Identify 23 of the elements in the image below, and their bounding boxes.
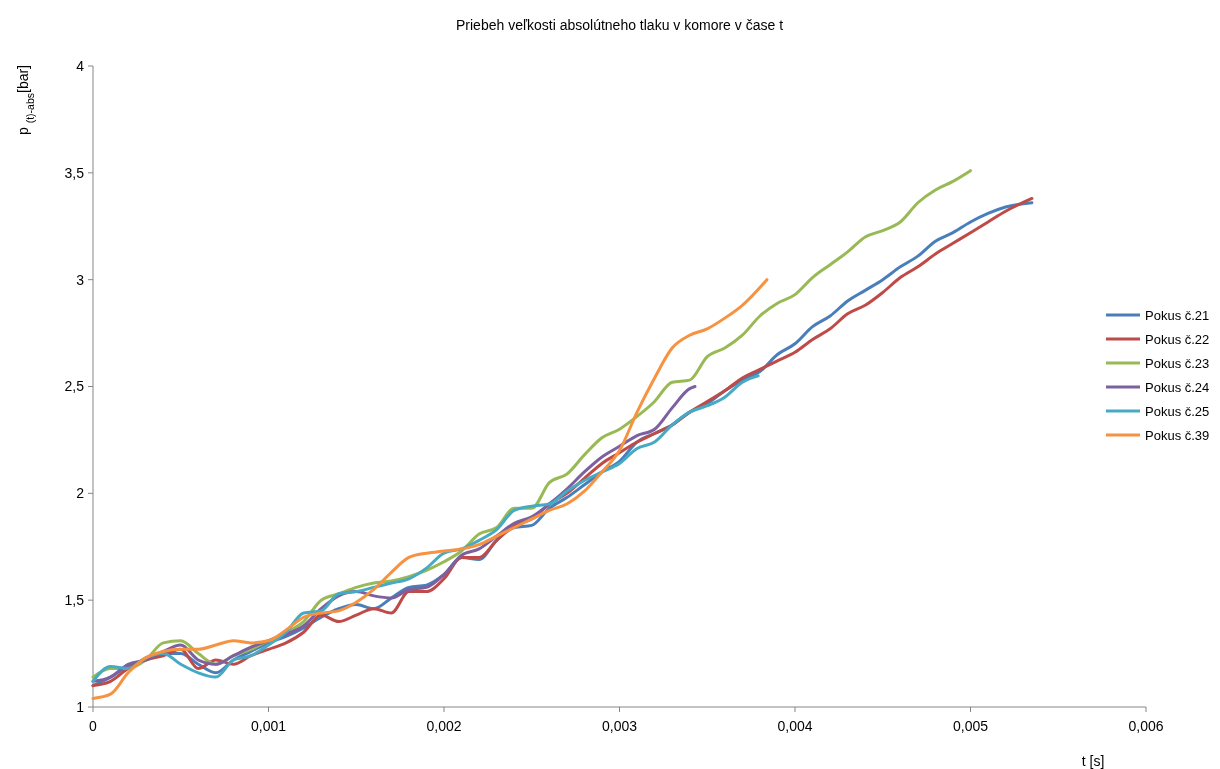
y-tick-label: 2 — [76, 485, 85, 502]
legend-label: Pokus č.21 — [1145, 307, 1210, 323]
y-tick-label: 1 — [76, 698, 85, 715]
legend-label: Pokus č.25 — [1145, 403, 1210, 419]
chart-title: Priebeh veľkosti absolútneho tlaku v komore v čase t — [455, 17, 784, 33]
x-axis-title: t [s] — [1081, 753, 1105, 769]
legend-label: Pokus č.23 — [1145, 355, 1210, 371]
x-tick-label: 0,003 — [601, 718, 638, 734]
x-tick-label: 0,006 — [1128, 718, 1164, 734]
y-tick-label: 3 — [76, 271, 85, 288]
legend-label: Pokus č.39 — [1145, 427, 1210, 443]
x-tick-label: 0,002 — [426, 718, 462, 734]
x-tick-label: 0,001 — [250, 718, 287, 734]
x-tick-label: 0,005 — [952, 718, 989, 734]
y-tick-label: 2,5 — [64, 378, 85, 395]
legend-label: Pokus č.24 — [1145, 379, 1210, 395]
legend-label: Pokus č.22 — [1145, 331, 1210, 347]
y-tick-label: 1,5 — [64, 592, 85, 609]
line-series — [91, 278, 769, 700]
y-tick-label: 4 — [76, 57, 85, 74]
y-tick-label: 3,5 — [64, 164, 85, 181]
x-tick-label: 0,004 — [777, 718, 813, 734]
x-tick-label: 0 — [89, 718, 98, 734]
